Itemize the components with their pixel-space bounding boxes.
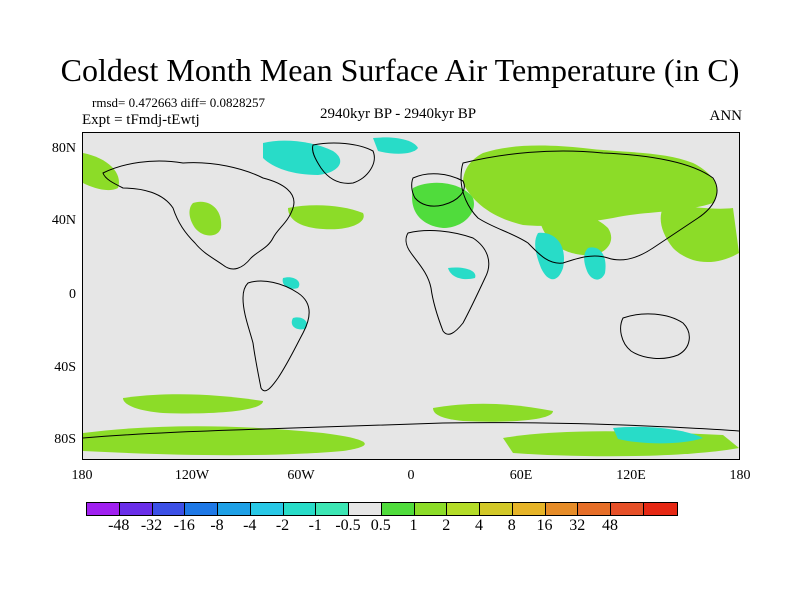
anomaly-patch <box>263 140 341 175</box>
anomaly-patch <box>535 232 564 280</box>
colorbar-label: -48 <box>108 517 130 534</box>
colorbar-swatch <box>349 503 382 515</box>
colorbar-swatch <box>381 503 415 515</box>
colorbar-label: -1 <box>308 517 322 534</box>
colorbar-label: 8 <box>507 517 516 534</box>
lat-label-40n: 40N <box>51 213 76 228</box>
anomaly-patch <box>282 277 300 289</box>
colorbar-label: 4 <box>475 517 483 534</box>
lat-label-80n: 80N <box>51 141 76 156</box>
colorbar-swatch <box>414 503 448 515</box>
anomaly-patch <box>448 267 476 280</box>
lon-label-120w: 120W <box>174 468 210 483</box>
colorbar-swatch <box>185 503 218 515</box>
anomaly-patch <box>613 426 703 444</box>
lat-label-80s: 80S <box>54 432 76 447</box>
colorbar-label: 48 <box>602 517 618 534</box>
colorbar-swatch <box>119 503 153 515</box>
lon-label-180w: 180 <box>71 468 93 483</box>
colorbar-label: -4 <box>243 517 257 534</box>
colorbar-label: -8 <box>210 517 224 534</box>
colorbar-label: -2 <box>275 517 290 534</box>
colorbar <box>86 502 678 516</box>
anomaly-patch <box>584 247 606 280</box>
anomaly-patch <box>373 137 418 154</box>
colorbar-label: -0.5 <box>335 517 361 534</box>
colorbar-swatch <box>512 503 546 515</box>
colorbar-label: 2 <box>442 517 451 534</box>
season-text: ANN <box>709 108 743 124</box>
colorbar-label: 32 <box>569 517 586 534</box>
anomaly-patch <box>660 206 739 263</box>
lat-label-40s: 40S <box>54 360 76 375</box>
colorbar-swatch <box>480 503 513 515</box>
colorbar-swatch <box>643 503 677 515</box>
colorbar-swatch <box>250 503 284 515</box>
europe-outline <box>411 173 465 207</box>
colorbar-swatch <box>545 503 579 515</box>
colorbar-swatch <box>447 503 480 515</box>
colorbar-swatch <box>218 503 251 515</box>
anomaly-patches <box>83 137 739 457</box>
lon-label-180e: 180 <box>729 468 751 483</box>
colorbar-swatch <box>87 503 120 515</box>
colorbar-label: 0.5 <box>370 517 391 534</box>
map-title: Coldest Month Mean Surface Air Temperatu… <box>60 52 740 88</box>
colorbar-swatch <box>578 503 611 515</box>
colorbar-label: -16 <box>173 517 195 534</box>
anomaly-patch <box>123 394 263 414</box>
coastlines <box>83 142 739 439</box>
colorbar-swatch <box>316 503 349 515</box>
lat-label-0: 0 <box>69 287 76 302</box>
anomaly-patch <box>83 153 119 191</box>
colorbar-label: -32 <box>140 517 163 534</box>
colorbar-swatch <box>611 503 644 515</box>
lon-label-60w: 60W <box>287 468 315 483</box>
south-america-outline <box>242 280 310 392</box>
lon-label-120e: 120E <box>616 468 646 483</box>
asia-outline <box>460 150 718 264</box>
colorbar-label: 1 <box>409 517 418 534</box>
colorbar-label: 16 <box>536 517 553 534</box>
stats-text: rmsd= 0.472663 diff= 0.0828257 <box>92 95 265 110</box>
lon-label-0: 0 <box>407 468 415 483</box>
period-text: 2940kyr BP - 2940kyr BP <box>320 106 477 122</box>
experiment-text: Expt = tFmdj-tEwtj <box>82 112 200 128</box>
lon-label-60e: 60E <box>509 468 533 483</box>
colorbar-swatch <box>283 503 317 515</box>
anomaly-patch <box>288 205 364 230</box>
map-plot-area <box>82 132 740 460</box>
colorbar-swatch <box>152 503 186 515</box>
greenland-outline <box>312 142 375 184</box>
map-canvas <box>83 137 739 457</box>
australia-outline <box>620 313 690 359</box>
anomaly-patch <box>433 403 553 422</box>
anomaly-patch <box>189 201 222 236</box>
north-america-outline <box>102 160 295 270</box>
anomaly-patch <box>463 145 717 226</box>
anomaly-patch <box>291 317 308 330</box>
antarctica-outline <box>83 422 739 439</box>
africa-outline <box>405 230 490 335</box>
